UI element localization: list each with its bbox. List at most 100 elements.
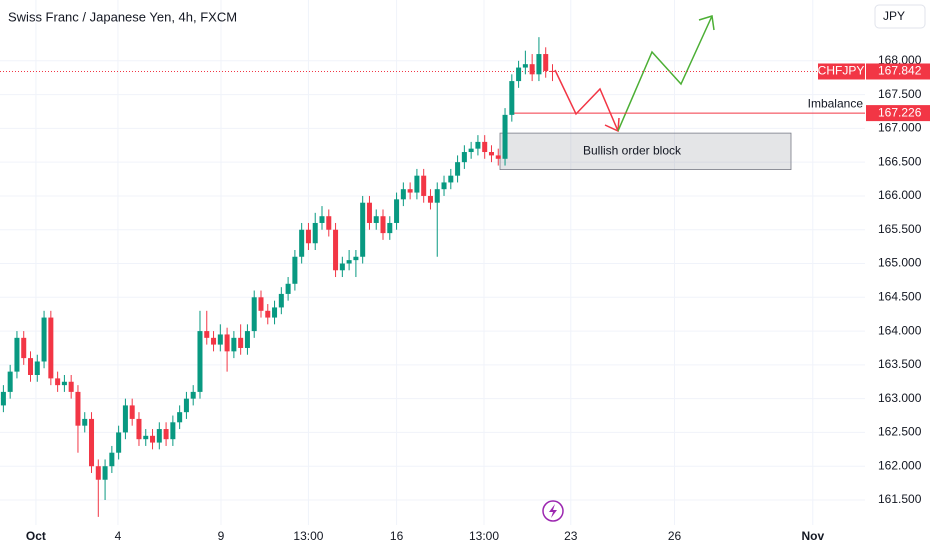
- imbalance-price-label: 167.226: [878, 105, 922, 119]
- candle-body: [129, 405, 135, 419]
- projection-up: [617, 15, 713, 132]
- x-tick-label: 26: [668, 529, 682, 543]
- x-tick-label: 13:00: [293, 529, 323, 543]
- candle-body: [305, 229, 311, 244]
- symbol-label: CHFJPY: [818, 64, 865, 78]
- x-tick-label: 9: [218, 529, 225, 543]
- candle-body: [319, 216, 325, 223]
- y-tick-label: 163.500: [878, 357, 922, 371]
- annotations: Bullish order block Imbalance: [0, 15, 865, 170]
- candle-body: [448, 175, 454, 183]
- y-tick-label: 166.000: [878, 188, 922, 202]
- candle-body: [27, 358, 34, 375]
- candle-body: [502, 114, 508, 159]
- candle-body: [7, 371, 13, 392]
- candle-body: [380, 216, 386, 234]
- candle-body: [217, 334, 223, 345]
- x-tick-label: Nov: [801, 529, 824, 543]
- candle-body: [61, 381, 67, 386]
- candle-body: [549, 70, 555, 72]
- currency[interactable]: JPY: [883, 9, 905, 23]
- last-price-label: 167.842: [878, 64, 922, 78]
- candle-body: [278, 293, 284, 308]
- candle-body: [536, 54, 542, 75]
- candle-body: [238, 337, 244, 348]
- candle-body: [339, 263, 345, 271]
- candle-body: [136, 418, 142, 440]
- chart-title: Swiss Franc / Japanese Yen, 4h, FXCM: [8, 9, 237, 24]
- candle-body: [231, 337, 237, 352]
- candle-body: [190, 391, 196, 399]
- price-box: [866, 105, 930, 122]
- candle-body: [211, 337, 217, 345]
- candle-body: [475, 141, 481, 149]
- candle-body: [360, 202, 366, 257]
- y-tick-label: 162.000: [878, 458, 922, 472]
- candle-body: [333, 229, 339, 271]
- candle-body: [82, 418, 88, 426]
- candle-body: [170, 422, 176, 440]
- x-tick-label: Oct: [26, 529, 46, 543]
- candle-body: [346, 260, 352, 264]
- candle-body: [488, 152, 494, 156]
- candle-body: [95, 466, 101, 480]
- candle-body: [156, 429, 162, 443]
- candle-body: [21, 337, 27, 359]
- candle-body: [292, 256, 298, 284]
- x-tick-label: 13:00: [469, 529, 499, 543]
- candle-body: [326, 216, 332, 230]
- candle-body: [434, 189, 440, 203]
- candle-body: [366, 202, 372, 223]
- y-tick-label: 165.500: [878, 222, 922, 236]
- candle-body: [495, 155, 501, 159]
- candle-body: [89, 418, 95, 467]
- candle-body: [183, 398, 189, 413]
- candle-body: [468, 148, 474, 153]
- y-tick-label: 166.500: [878, 154, 922, 168]
- candle-body: [177, 412, 183, 423]
- candle-body: [143, 435, 149, 440]
- candle-body: [299, 229, 305, 257]
- y-tick-label: 167.000: [878, 121, 922, 135]
- candle-body: [75, 391, 81, 426]
- candle-body: [421, 175, 427, 196]
- lightning: [549, 504, 557, 518]
- candle-body: [272, 307, 278, 318]
- imbalance-label: Imbalance: [808, 96, 864, 110]
- candle-body: [68, 381, 74, 392]
- candle-body: [312, 222, 318, 244]
- y-tick-label: 162.500: [878, 425, 922, 439]
- candle-body: [163, 429, 169, 440]
- candle-body: [265, 310, 271, 318]
- candle-body: [427, 195, 433, 203]
- candle-body: [122, 405, 128, 433]
- candle-body: [414, 175, 420, 193]
- candle-body: [34, 361, 40, 375]
- y-tick-label: 165.000: [878, 256, 922, 270]
- candle-body: [48, 317, 54, 379]
- candle-body: [14, 337, 20, 372]
- candle-body: [373, 216, 379, 223]
- x-tick-label: 16: [390, 529, 404, 543]
- order-block-label: Bullish order block: [583, 144, 682, 158]
- candle-body: [204, 331, 210, 338]
- currency-box[interactable]: [874, 4, 926, 29]
- candle-body: [258, 297, 264, 311]
- candle-body: [0, 391, 6, 406]
- candle-body: [529, 64, 535, 75]
- candle-body: [251, 297, 257, 332]
- candle-body: [116, 432, 122, 453]
- y-tick-label: 164.500: [878, 289, 922, 303]
- candle-body: [197, 331, 203, 392]
- grid: [0, 0, 865, 525]
- candles: [0, 37, 555, 517]
- candle-body: [244, 331, 250, 348]
- projection-down: [554, 69, 619, 132]
- candle-body: [109, 452, 115, 467]
- candle-body: [150, 435, 156, 443]
- y-tick-label: 164.000: [878, 323, 922, 337]
- axes: 161.500 162.000 162.500 163.000 163.500 164.0…: [26, 53, 930, 543]
- y-tick-label: 167.500: [878, 87, 922, 101]
- order-block: [499, 132, 792, 170]
